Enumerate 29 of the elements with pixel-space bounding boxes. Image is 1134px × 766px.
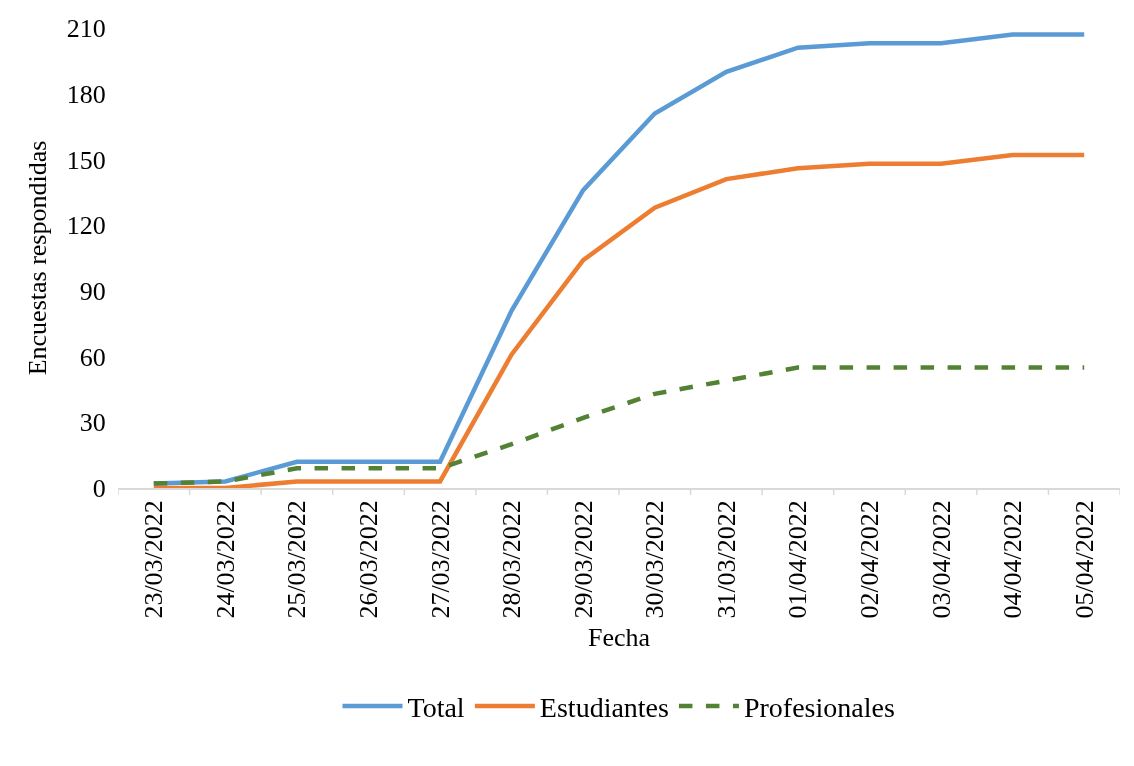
y-tick-label: 0 xyxy=(92,474,106,504)
x-tick-label: 02/04/2022 xyxy=(854,500,884,619)
y-tick-label: 180 xyxy=(66,79,106,109)
y-tick-label: 30 xyxy=(79,408,106,438)
y-tick-label: 120 xyxy=(66,211,106,241)
y-tick-label: 90 xyxy=(79,276,106,306)
line-series xyxy=(151,152,1087,488)
y-tick-label: 60 xyxy=(79,342,106,372)
x-tick-label: 05/04/2022 xyxy=(1069,500,1099,619)
line-series xyxy=(151,365,1087,486)
x-tick-label: 01/04/2022 xyxy=(783,500,813,619)
y-axis-title: Encuestas respondidas xyxy=(23,140,53,376)
x-tick-label: 03/04/2022 xyxy=(926,500,956,619)
x-tick-label: 24/03/2022 xyxy=(210,500,240,619)
x-tick-label: 29/03/2022 xyxy=(568,500,598,619)
x-tick-label: 26/03/2022 xyxy=(353,500,383,619)
legend-label: Estudiantes xyxy=(539,691,669,723)
x-tick-label: 28/03/2022 xyxy=(497,500,527,619)
x-tick-label: 31/03/2022 xyxy=(711,500,741,619)
y-tick-label: 150 xyxy=(66,145,106,175)
x-tick-label: 23/03/2022 xyxy=(139,500,169,619)
legend-label: Profesionales xyxy=(743,691,895,723)
x-tick-label: 04/04/2022 xyxy=(998,500,1028,619)
legend-label: Total xyxy=(407,691,465,723)
x-tick-label: 25/03/2022 xyxy=(282,500,312,619)
y-tick-label: 210 xyxy=(66,14,106,44)
x-tick-label: 27/03/2022 xyxy=(425,500,455,619)
x-axis-title: Fecha xyxy=(587,622,651,652)
x-tick-label: 30/03/2022 xyxy=(640,500,670,619)
